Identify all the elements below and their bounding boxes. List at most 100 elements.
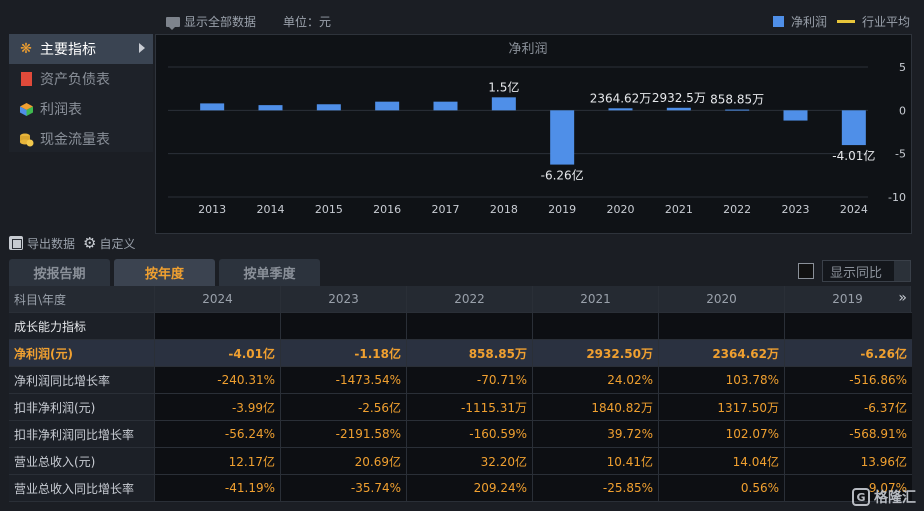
sidebar-item-main-indicators[interactable]: ❋ 主要指标 [9, 34, 153, 64]
row-label: 扣非净利润(元) [9, 394, 155, 420]
export-icon [9, 236, 23, 250]
row-label: 扣非净利润同比增长率 [9, 421, 155, 447]
chart-bar [258, 105, 283, 111]
chevron-right-icon [139, 43, 145, 53]
table-cell: -1473.54% [281, 367, 407, 393]
table-row: 扣非净利润同比增长率 -56.24% -2191.58% -160.59% 39.72%… [9, 421, 912, 448]
sidebar-item-income-statement[interactable]: 利润表 [9, 94, 153, 124]
table-cell [533, 313, 659, 339]
sidebar-item-balance-sheet[interactable]: 资产负债表 [9, 64, 153, 94]
tab-by-quarter[interactable]: 按单季度 [219, 259, 320, 286]
unit-label: 单位：元 [283, 15, 332, 29]
table-cell: -568.91% [785, 421, 912, 447]
table-cell: -6.37亿 [785, 394, 912, 420]
x-tick-label: 2016 [373, 203, 401, 216]
chart-bar [666, 107, 691, 111]
tab-by-report-period[interactable]: 按报告期 [9, 259, 110, 286]
table-cell: 209.24% [407, 475, 533, 501]
x-tick-label: 2020 [607, 203, 635, 216]
table-cell: -160.59% [407, 421, 533, 447]
table-cell: -35.74% [281, 475, 407, 501]
show-yoy-select[interactable]: 显示同比 [822, 260, 911, 282]
gear-icon: ⚙ [83, 233, 97, 252]
chart-bar [550, 110, 575, 165]
comment-icon [166, 16, 180, 30]
header-subject-year: 科目\年度 [9, 286, 155, 312]
data-label: -4.01亿 [832, 148, 875, 163]
table-row: 净利润(元) -4.01亿 -1.18亿 858.85万 2932.50万 2364.62… [9, 340, 912, 367]
table-cell [785, 313, 912, 339]
snowflake-icon: ❋ [20, 41, 32, 57]
x-tick-label: 2021 [665, 203, 693, 216]
watermark-text: 格隆汇 [874, 490, 916, 506]
yoy-checkbox[interactable] [798, 263, 814, 279]
indicator-table: 科目\年度 2024 2023 2022 2021 2020 2019 » 成长… [9, 286, 912, 502]
chart-bar [841, 110, 866, 146]
sidebar-item-cash-flow[interactable]: 现金流量表 [9, 124, 153, 154]
table-cell [155, 313, 281, 339]
x-tick-label: 2015 [315, 203, 343, 216]
table-cell: 1840.82万 [533, 394, 659, 420]
legend-bar-label: 净利润 [790, 15, 827, 29]
row-label: 成长能力指标 [9, 313, 155, 339]
row-label: 净利润同比增长率 [9, 367, 155, 393]
coins-icon [18, 131, 34, 147]
chevron-double-right-icon[interactable]: » [898, 290, 907, 306]
customize-label: 自定义 [99, 236, 136, 251]
chart-bar [316, 104, 341, 111]
show-all-data-toggle[interactable]: 显示全部数据 [166, 13, 256, 30]
x-tick-label: 2013 [198, 203, 226, 216]
export-data-button[interactable]: 导出数据 [9, 235, 75, 252]
table-row: 净利润同比增长率 -240.31% -1473.54% -70.71% 24.02% 10… [9, 367, 912, 394]
table-cell: 32.20亿 [407, 448, 533, 474]
sidebar-item-label: 现金流量表 [40, 132, 110, 148]
legend-line-label: 行业平均 [861, 15, 910, 29]
show-yoy-label: 显示同比 [830, 265, 883, 281]
table-cell: 102.07% [659, 421, 785, 447]
header-year: 2024 [155, 286, 281, 312]
row-label: 净利润(元) [9, 340, 155, 366]
table-cell: 858.85万 [407, 340, 533, 366]
customize-button[interactable]: ⚙ 自定义 [83, 235, 135, 252]
tab-by-year[interactable]: 按年度 [114, 259, 215, 286]
chart-bar [433, 101, 458, 111]
table-cell: -1.18亿 [281, 340, 407, 366]
data-label: 2364.62万 [590, 91, 652, 105]
table-cell [281, 313, 407, 339]
table-cell: -25.85% [533, 475, 659, 501]
sidebar: ❋ 主要指标 资产负债表 利润表 现金流量表 [9, 34, 153, 152]
cube-icon [18, 101, 34, 117]
x-tick-label: 2024 [840, 203, 868, 216]
header-year: 2022 [407, 286, 533, 312]
table-cell: 103.78% [659, 367, 785, 393]
chart-bar [608, 108, 633, 111]
top-bar: 显示全部数据 单位：元 净利润 行业平均 [0, 0, 924, 34]
data-label: 1.5亿 [488, 79, 519, 94]
header-year: 2023 [281, 286, 407, 312]
table-header-row: 科目\年度 2024 2023 2022 2021 2020 2019 » [9, 286, 912, 313]
legend-line-swatch [836, 20, 855, 23]
row-label: 营业总收入同比增长率 [9, 475, 155, 501]
table-cell: -516.86% [785, 367, 912, 393]
table-body: 成长能力指标 净利润(元) -4.01亿 -1.18亿 858.85万 2932.50万 2… [9, 313, 912, 502]
net-profit-chart: 净利润 5 0 -5 -10 2013 2014 2015 2016 2017 2018 1.5亿 20… [155, 34, 912, 234]
table-row: 营业总收入同比增长率 -41.19% -35.74% 209.24% -25.85% 0.… [9, 475, 912, 502]
table-cell: -4.01亿 [155, 340, 281, 366]
table-cell: -41.19% [155, 475, 281, 501]
watermark-logo: G 格隆汇 [852, 487, 916, 507]
table-cell: 39.72% [533, 421, 659, 447]
sidebar-item-label: 利润表 [40, 102, 82, 118]
table-cell [407, 313, 533, 339]
table-cell: -70.71% [407, 367, 533, 393]
header-year: 2021 [533, 286, 659, 312]
x-tick-label: 2022 [723, 203, 751, 216]
table-cell: -1115.31万 [407, 394, 533, 420]
y-tick-label: 0 [899, 104, 906, 117]
table-row: 营业总收入(元) 12.17亿 20.69亿 32.20亿 10.41亿 14.04亿 13… [9, 448, 912, 475]
period-tabs: 按报告期 按年度 按单季度 [9, 259, 324, 286]
chart-bar [491, 97, 516, 111]
x-tick-label: 2014 [257, 203, 285, 216]
table-cell: -2.56亿 [281, 394, 407, 420]
table-cell: 20.69亿 [281, 448, 407, 474]
table-row: 扣非净利润(元) -3.99亿 -2.56亿 -1115.31万 1840.82万 131… [9, 394, 912, 421]
